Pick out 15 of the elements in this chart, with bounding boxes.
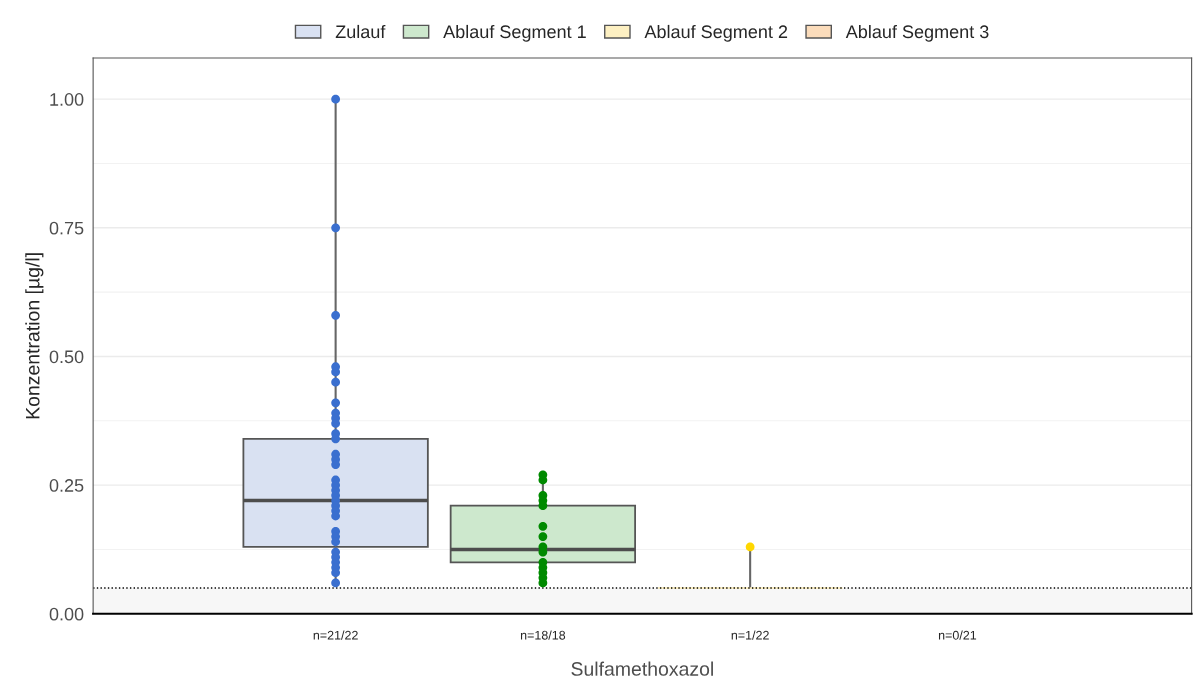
- legend-label: Ablauf Segment 1: [443, 24, 586, 42]
- legend-label: Zulauf: [335, 24, 386, 39]
- legend-label: Ablauf Segment 3: [845, 24, 989, 42]
- x-tick-label: n=21/22: [313, 630, 358, 640]
- y-tick-label: 0.75: [49, 221, 84, 235]
- x-tick-label: n=0/21: [938, 630, 977, 640]
- legend-label: Ablauf Segment 2: [644, 24, 788, 42]
- y-axis-title: Konzentration [µg/l]: [25, 253, 44, 419]
- x-tick-label: n=1/22: [731, 630, 769, 640]
- x-tick-label: n=18/18: [520, 630, 566, 640]
- y-tick-label: 0.50: [49, 350, 84, 364]
- y-tick-label: 1.00: [50, 93, 84, 106]
- y-tick-label: 0.00: [49, 607, 84, 621]
- y-tick-label: 0.25: [49, 479, 84, 492]
- x-axis-title: Sulfamethoxazol: [571, 661, 713, 676]
